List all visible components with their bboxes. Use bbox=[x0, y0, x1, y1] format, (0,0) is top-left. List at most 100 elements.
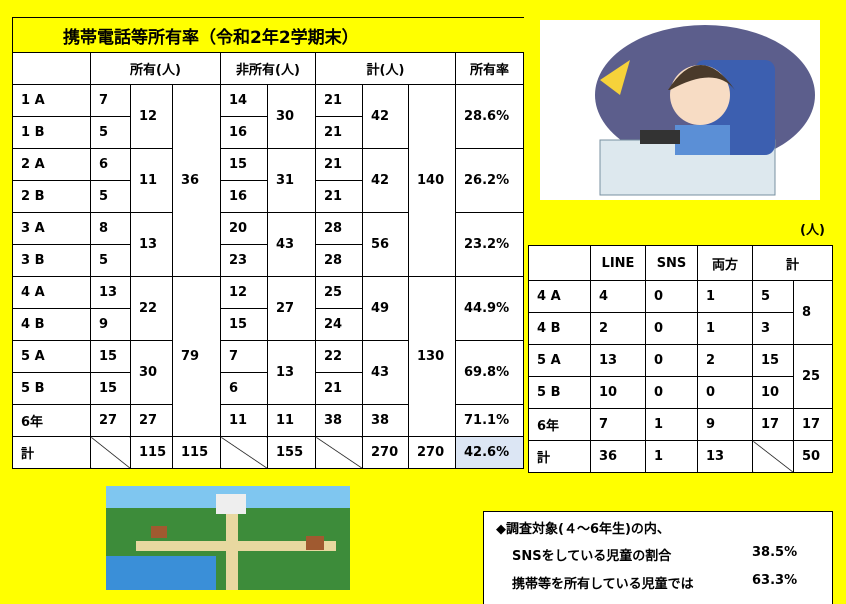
data-cell: 0 bbox=[645, 344, 698, 377]
data-cell: 2 bbox=[697, 344, 753, 377]
header-cell: 所有率 bbox=[454, 52, 525, 85]
data-cell: 2 bbox=[590, 312, 646, 345]
row-label: 5 B bbox=[12, 372, 91, 405]
data-cell: 15 bbox=[220, 308, 268, 341]
note-box: ◆調査対象(４～6年生)の内、 SNSをしている児童の割合 38.5% 携帯等を… bbox=[483, 511, 833, 604]
data-cell: 16 bbox=[220, 116, 268, 149]
data-cell: 15 bbox=[752, 344, 794, 377]
data-cell: 10 bbox=[752, 376, 794, 409]
row-label: 4 B bbox=[12, 308, 91, 341]
data-cell: 0 bbox=[697, 376, 753, 409]
data-cell: 25 bbox=[792, 344, 834, 409]
row-label: 6年 bbox=[528, 408, 591, 441]
row-label: 4 A bbox=[12, 276, 91, 309]
header-cell: 両方 bbox=[697, 245, 753, 281]
data-cell: 25 bbox=[315, 276, 363, 309]
row-label: 2 A bbox=[12, 148, 91, 181]
note-heading: ◆調査対象(４～6年生)の内、 bbox=[496, 522, 670, 537]
data-cell: 6 bbox=[220, 372, 268, 405]
data-cell: 13 bbox=[90, 276, 131, 309]
data-cell: 43 bbox=[267, 212, 316, 277]
data-cell: 5 bbox=[752, 280, 794, 313]
data-cell: 42 bbox=[362, 148, 409, 213]
data-cell: 22 bbox=[315, 340, 363, 373]
data-cell: 1 bbox=[645, 408, 698, 441]
row-label: 5 B bbox=[528, 376, 591, 409]
data-cell: 5 bbox=[90, 180, 131, 213]
data-cell: 23 bbox=[220, 244, 268, 277]
data-cell: 23.2% bbox=[454, 212, 525, 277]
data-cell: 44.9% bbox=[454, 276, 525, 341]
header-cell: SNS bbox=[645, 245, 698, 281]
data-cell: 16 bbox=[220, 180, 268, 213]
data-cell: 8 bbox=[90, 212, 131, 245]
data-cell: 140 bbox=[408, 84, 456, 277]
row-label: 1 A bbox=[12, 84, 91, 117]
data-cell: 11 bbox=[130, 148, 173, 213]
data-cell: 49 bbox=[362, 276, 409, 341]
data-cell: 27 bbox=[267, 276, 316, 341]
header-cell: 計(人) bbox=[315, 52, 456, 85]
data-cell: 5 bbox=[90, 116, 131, 149]
data-cell: 79 bbox=[172, 276, 221, 437]
data-cell: 31 bbox=[267, 148, 316, 213]
data-cell: 12 bbox=[130, 84, 173, 149]
diagonal-cell bbox=[752, 440, 794, 473]
data-cell: 71.1% bbox=[454, 404, 525, 437]
row-label: 4 A bbox=[528, 280, 591, 313]
illustration-map bbox=[106, 486, 350, 590]
header-cell: 非所有(人) bbox=[220, 52, 316, 85]
data-cell: 115 bbox=[172, 436, 221, 469]
row-label: 5 A bbox=[528, 344, 591, 377]
data-cell: 7 bbox=[220, 340, 268, 373]
data-cell: 5 bbox=[90, 244, 131, 277]
data-cell: 21 bbox=[315, 372, 363, 405]
header-cell: 所有(人) bbox=[90, 52, 221, 85]
data-cell: 1 bbox=[697, 312, 753, 345]
row-label: 5 A bbox=[12, 340, 91, 373]
data-cell: 21 bbox=[315, 84, 363, 117]
header-cell: LINE bbox=[590, 245, 646, 281]
data-cell: 270 bbox=[362, 436, 409, 469]
note-value: 38.5% bbox=[752, 545, 798, 560]
data-cell: 8 bbox=[792, 280, 834, 345]
data-cell: 155 bbox=[267, 436, 316, 469]
diagonal-cell bbox=[90, 436, 131, 469]
data-cell: 42 bbox=[362, 84, 409, 149]
data-cell: 12 bbox=[220, 276, 268, 309]
row-label: 4 B bbox=[528, 312, 591, 345]
data-cell: 13 bbox=[697, 440, 753, 473]
data-cell: 11 bbox=[220, 404, 268, 437]
data-cell: 28 bbox=[315, 212, 363, 245]
note-label: SNSをしている児童の割合 bbox=[512, 549, 672, 564]
data-cell: 15 bbox=[220, 148, 268, 181]
note-label: 携帯等を所有している児童では bbox=[512, 577, 694, 592]
header-cell bbox=[528, 245, 591, 281]
row-label: 計 bbox=[528, 440, 591, 473]
row-label: 3 B bbox=[12, 244, 91, 277]
data-cell: 28.6% bbox=[454, 84, 525, 149]
data-cell: 36 bbox=[590, 440, 646, 473]
data-cell: 270 bbox=[408, 436, 456, 469]
header-cell: 計 bbox=[751, 245, 834, 281]
row-label: 3 A bbox=[12, 212, 91, 245]
data-cell: 17 bbox=[752, 408, 794, 441]
data-cell: 7 bbox=[90, 84, 131, 117]
data-cell: 3 bbox=[752, 312, 794, 345]
data-cell: 27 bbox=[90, 404, 131, 437]
data-cell: 22 bbox=[130, 276, 173, 341]
data-cell: 0 bbox=[645, 312, 698, 345]
data-cell: 4 bbox=[590, 280, 646, 313]
unit-label: (人) bbox=[800, 223, 825, 238]
data-cell: 15 bbox=[90, 340, 131, 373]
data-cell: 13 bbox=[267, 340, 316, 405]
data-cell: 26.2% bbox=[454, 148, 525, 213]
table-title: 携帯電話等所有率（令和2年2学期末） bbox=[11, 17, 524, 53]
data-cell: 30 bbox=[267, 84, 316, 149]
note-value: 63.3% bbox=[752, 573, 798, 588]
data-cell: 43 bbox=[362, 340, 409, 405]
data-cell: 21 bbox=[315, 148, 363, 181]
row-label: 1 B bbox=[12, 116, 91, 149]
data-cell: 10 bbox=[590, 376, 646, 409]
